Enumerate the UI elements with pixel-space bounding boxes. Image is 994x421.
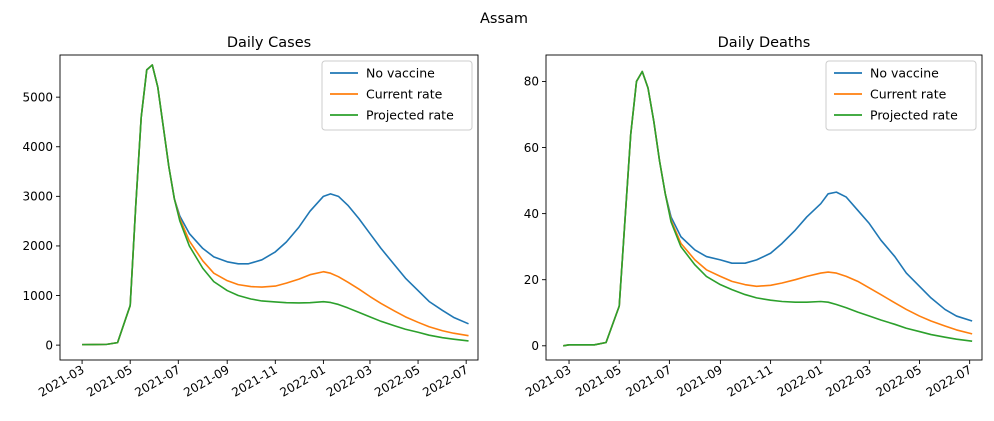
x-tick-label: 2021-09 <box>674 362 724 399</box>
x-tick-label: 2022-05 <box>372 362 422 399</box>
y-tick-label: 20 <box>524 273 539 287</box>
x-tick-label: 2022-07 <box>420 362 470 399</box>
chart-daily-cases: Daily Cases0100020003000400050002021-032… <box>22 35 479 400</box>
y-tick-label: 0 <box>45 338 53 352</box>
plot-frame <box>545 54 983 361</box>
legend-label: Current rate <box>870 87 947 102</box>
legend-item-no-vaccine: No vaccine <box>834 66 939 81</box>
series-lines <box>82 64 469 346</box>
x-tick-label: 2022-03 <box>823 362 873 399</box>
x-tick-label: 2021-07 <box>623 362 673 399</box>
legend-label: Projected rate <box>870 108 958 123</box>
x-tick-label: 2021-03 <box>523 362 573 399</box>
y-tick-label: 4000 <box>22 140 53 154</box>
x-tick-label: 2022-07 <box>924 362 974 399</box>
x-tick-label: 2022-01 <box>277 362 327 399</box>
x-tick-label: 2021-11 <box>229 362 279 399</box>
legend-item-projected-rate: Projected rate <box>834 108 958 123</box>
legend-item-no-vaccine: No vaccine <box>330 66 435 81</box>
x-tick-label: 2021-05 <box>573 362 623 399</box>
y-tick-label: 1000 <box>22 289 53 303</box>
x-tick-label: 2021-03 <box>36 362 86 399</box>
x-tick-label: 2021-05 <box>84 362 134 399</box>
legend-label: No vaccine <box>870 66 939 81</box>
series-line-projected-rate <box>82 64 469 346</box>
x-tick-label: 2022-05 <box>874 362 924 399</box>
figure-suptitle: Assam <box>480 11 528 27</box>
plot-frame <box>59 54 479 361</box>
legend-item-current-rate: Current rate <box>834 87 947 102</box>
legend: No vaccine Current rate Projected rate <box>825 60 977 131</box>
x-tick-label: 2022-03 <box>324 362 374 399</box>
legend-label: No vaccine <box>366 66 435 81</box>
legend-box <box>321 60 473 131</box>
y-tick-label: 80 <box>524 75 539 89</box>
legend-box <box>825 60 977 131</box>
chart-title: Daily Cases <box>227 35 311 51</box>
y-tick-label: 60 <box>524 141 539 155</box>
x-tick-label: 2021-07 <box>132 362 182 399</box>
series-lines <box>563 70 973 347</box>
legend-label: Current rate <box>366 87 443 102</box>
legend-item-current-rate: Current rate <box>330 87 443 102</box>
x-tick-label: 2021-09 <box>181 362 231 399</box>
x-tick-label: 2021-11 <box>725 362 775 399</box>
chart-title: Daily Deaths <box>718 35 811 51</box>
y-tick-label: 40 <box>524 207 539 221</box>
y-tick-label: 3000 <box>22 190 53 204</box>
y-tick-label: 2000 <box>22 239 53 253</box>
legend-label: Projected rate <box>366 108 454 123</box>
series-line-projected-rate <box>563 70 973 347</box>
y-tick-label: 0 <box>531 339 539 353</box>
y-tick-label: 5000 <box>22 90 53 104</box>
legend: No vaccine Current rate Projected rate <box>321 60 473 131</box>
x-tick-label: 2022-01 <box>775 362 825 399</box>
legend-item-projected-rate: Projected rate <box>330 108 454 123</box>
